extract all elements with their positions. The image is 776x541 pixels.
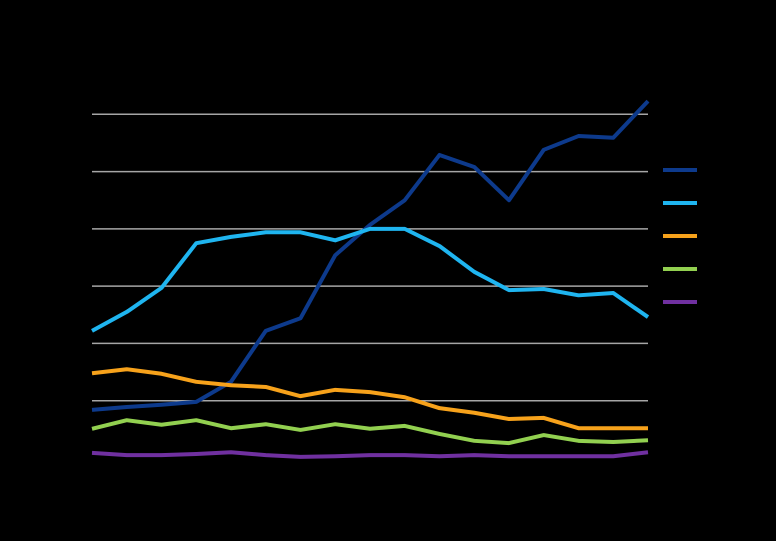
series-line — [91, 367, 648, 431]
series-line — [91, 418, 649, 446]
series-line — [91, 450, 649, 459]
series-line — [91, 226, 650, 333]
series-line — [91, 99, 650, 412]
